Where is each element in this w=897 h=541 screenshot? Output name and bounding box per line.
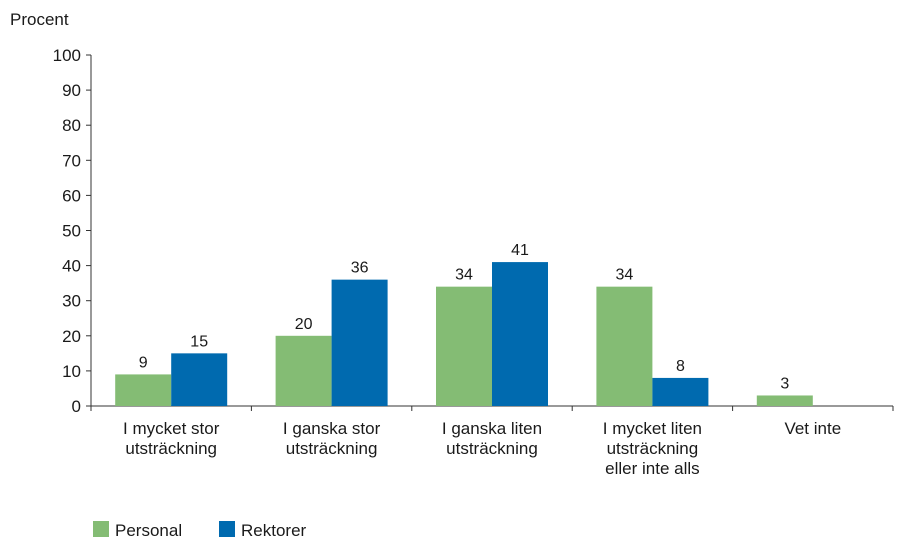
bar-rektorer: [171, 353, 228, 406]
legend: Personal Rektorer: [93, 521, 307, 540]
bar-rektorer: [331, 279, 388, 406]
data-label: 34: [455, 267, 473, 284]
bar-personal: [115, 374, 172, 406]
legend-label: Rektorer: [241, 521, 307, 540]
y-tick-label: 0: [72, 397, 81, 416]
category-label: Vet inte: [784, 419, 841, 438]
y-axis-title: Procent: [10, 10, 69, 29]
bars-group: [115, 262, 813, 406]
data-label: 8: [676, 358, 685, 375]
y-tick-label: 40: [62, 257, 81, 276]
y-axis: 0 10 20 30 40 50 60 70 80 90 100: [53, 46, 92, 416]
category-label: utsträckning: [607, 439, 699, 458]
y-tick-label: 60: [62, 186, 81, 205]
category-label: utsträckning: [286, 439, 378, 458]
x-axis: [90, 405, 894, 411]
data-label: 9: [139, 354, 148, 371]
bar-rektorer: [492, 262, 548, 406]
y-tick-label: 80: [62, 116, 81, 135]
y-tick-label: 30: [62, 292, 81, 311]
category-label: I mycket liten: [603, 419, 702, 438]
y-tick-label: 90: [62, 81, 81, 100]
category-label: eller inte alls: [605, 459, 700, 478]
category-label: I mycket stor: [123, 419, 220, 438]
bar-personal: [436, 286, 492, 406]
legend-swatch-personal: [93, 521, 109, 537]
legend-label: Personal: [115, 521, 182, 540]
data-label: 15: [190, 333, 208, 350]
y-tick-label: 70: [62, 151, 81, 170]
category-label: I ganska stor: [283, 419, 381, 438]
y-tick-label: 100: [53, 46, 81, 65]
bar-personal: [275, 335, 332, 406]
category-label: utsträckning: [125, 439, 217, 458]
y-tick-label: 20: [62, 327, 81, 346]
legend-swatch-rektorer: [219, 521, 235, 537]
y-tick-label: 50: [62, 222, 81, 241]
bar-personal: [596, 286, 653, 406]
data-labels-group: 9 15 20 36 34 41 34 8 3: [139, 242, 790, 392]
data-label: 34: [616, 267, 634, 284]
data-label: 20: [295, 316, 313, 333]
category-label: utsträckning: [446, 439, 538, 458]
category-label: I ganska liten: [442, 419, 542, 438]
data-label: 41: [511, 242, 529, 259]
data-label: 36: [351, 260, 369, 277]
bar-personal: [756, 395, 813, 406]
data-label: 3: [780, 375, 789, 392]
y-tick-label: 10: [62, 362, 81, 381]
bar-rektorer: [652, 377, 709, 406]
